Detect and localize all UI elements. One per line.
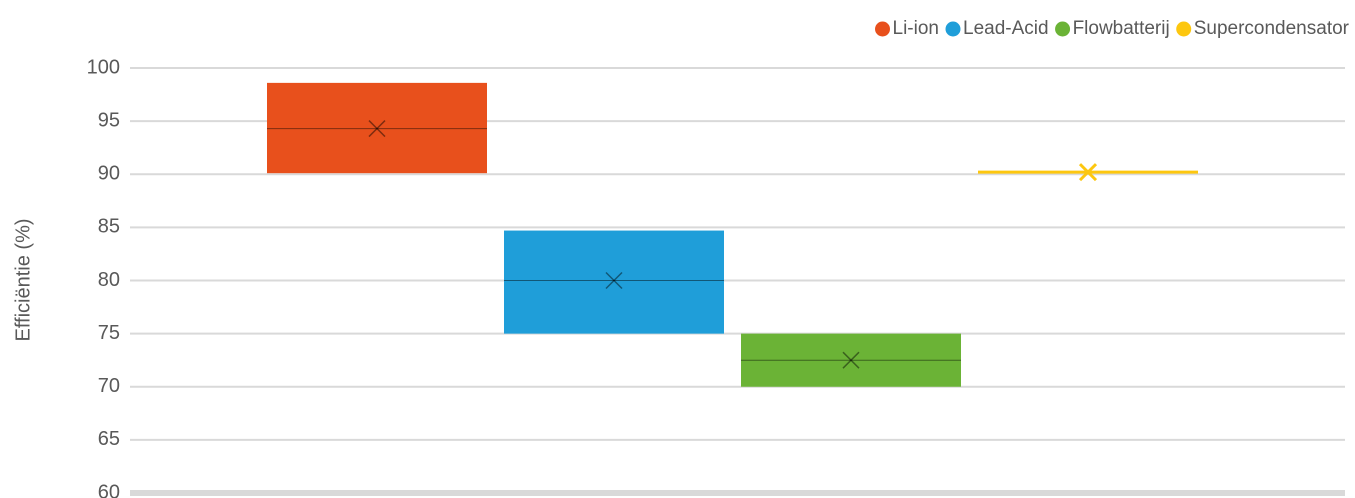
legend-swatch: [875, 21, 891, 37]
y-axis-label: Efficiëntie (%): [12, 218, 34, 341]
y-tick-label: 85: [98, 216, 120, 238]
mean-marker-stroke: [605, 271, 623, 290]
y-tick-label: 80: [98, 269, 120, 291]
legend-swatch: [1176, 21, 1192, 37]
y-tick-label: 65: [98, 428, 120, 450]
mean-marker-stroke: [368, 120, 386, 138]
mean-marker: [842, 351, 860, 369]
legend-label: Flowbatterij: [1073, 18, 1170, 39]
mean-marker: [1078, 163, 1098, 182]
mean-marker-stroke: [1078, 163, 1098, 182]
mean-marker-stroke: [368, 120, 386, 138]
y-tick-label: 90: [98, 163, 120, 185]
mean-marker-stroke: [605, 271, 623, 290]
mean-marker-stroke: [842, 351, 860, 369]
mean-marker-stroke: [842, 351, 860, 369]
box: [267, 82, 487, 174]
y-tick-label: 70: [98, 375, 120, 397]
legend-swatch: [1055, 21, 1071, 37]
legend-label: Lead-Acid: [963, 18, 1049, 39]
legend-label: Li-ion: [893, 18, 939, 39]
y-tick-label: 100: [87, 56, 120, 78]
legend-label: Supercondensator: [1194, 18, 1350, 39]
box: [504, 230, 724, 334]
legend-swatch: [945, 21, 961, 37]
mean-marker: [605, 271, 623, 290]
y-tick-label: 75: [98, 322, 120, 344]
mean-marker: [368, 120, 386, 138]
y-tick-label: 95: [98, 109, 120, 131]
y-tick-label: 60: [98, 481, 120, 498]
box: [741, 333, 961, 387]
